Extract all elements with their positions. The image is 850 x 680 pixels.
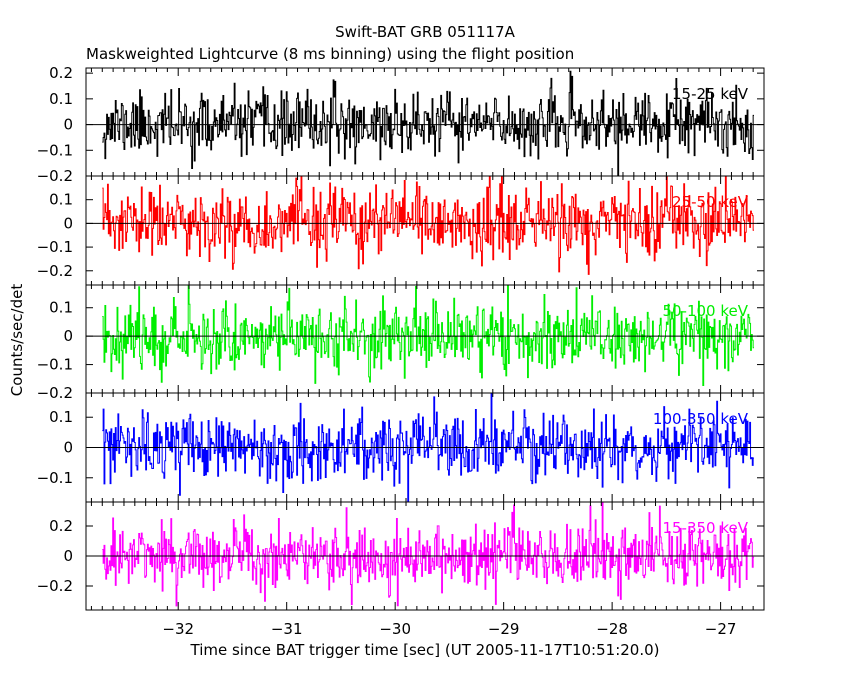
panel-2: −0.2 −0.1 0 0.1 25-50 keV [37,175,765,286]
chart-title: Swift-BAT GRB 051117A [335,23,515,41]
y-tick-label: 0.1 [49,408,73,426]
band-label-4: 100-350 keV [653,410,749,428]
y-tick-label: 0 [63,116,73,134]
panel-4: −0.1 0 0.1 100-350 keV [37,392,765,503]
panel-frame [85,501,765,611]
y-tick-label: 0.2 [49,64,73,82]
y-tick-label: 0.1 [49,191,73,209]
y-tick-label: −0.2 [37,262,73,280]
x-tick-label: −29 [488,620,520,638]
y-tick-label: 0.1 [49,299,73,317]
x-tick-label: −32 [162,620,194,638]
y-tick-label: −0.1 [37,469,73,487]
y-tick-label: 0 [63,547,73,565]
band-label-2: 25-50 keV [672,193,749,211]
series-line-5 [102,502,755,607]
panel-frame [85,67,765,177]
y-tick-label: −0.1 [37,356,73,374]
y-tick-label: −0.2 [37,577,73,595]
x-tick-label: −27 [705,620,737,638]
panels-group: −0.2 −0.1 0 0.1 0.2 15-25 keV −0.2 −0.1 0 0.1 25-5… [37,64,765,611]
x-tick-label: −28 [596,620,628,638]
x-axis-label: Time since BAT trigger time [sec] (UT 20… [190,641,660,659]
band-label-3: 50-100 keV [662,302,748,320]
series-line-2 [102,176,755,275]
y-tick-label: −0.1 [37,141,73,159]
series-line-1 [102,70,755,176]
y-tick-label: 0 [63,214,73,232]
y-tick-label: −0.1 [37,238,73,256]
x-tick-label: −31 [271,620,303,638]
x-axis: −32 −31 −30 −29 −28 −27 [90,68,754,638]
series-line-4 [102,393,755,502]
panel-3: −0.2 −0.1 0 0.1 50-100 keV [37,284,765,402]
series-line-3 [102,285,755,387]
y-tick-label: −0.2 [37,167,73,185]
band-label-5: 15-350 keV [662,519,748,537]
panel-1: −0.2 −0.1 0 0.1 0.2 15-25 keV [37,64,765,185]
x-tick-label: −30 [379,620,411,638]
y-axis-label: Counts/sec/det [8,284,26,397]
y-tick-label: 0.2 [49,517,73,535]
y-tick-label: 0.1 [49,90,73,108]
band-label-1: 15-25 keV [672,85,749,103]
y-tick-label: −0.2 [37,384,73,402]
chart-subtitle: Maskweighted Lightcurve (8 ms binning) u… [86,45,574,63]
y-tick-label: 0 [63,439,73,457]
panel-5: −0.2 0 0.2 15-350 keV [37,501,765,611]
y-tick-label: 0 [63,327,73,345]
